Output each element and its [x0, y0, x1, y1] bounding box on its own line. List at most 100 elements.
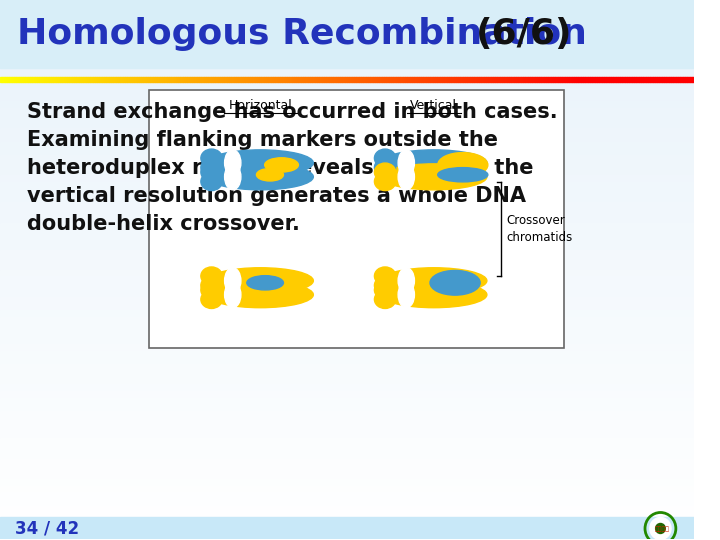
- Bar: [433, 77, 435, 82]
- Bar: [472, 77, 474, 82]
- Ellipse shape: [207, 164, 313, 190]
- Ellipse shape: [381, 150, 487, 176]
- Ellipse shape: [201, 281, 222, 299]
- Ellipse shape: [374, 149, 396, 167]
- Circle shape: [650, 517, 671, 539]
- Bar: [0, 303, 694, 310]
- Bar: [675, 77, 678, 82]
- Bar: [558, 77, 560, 82]
- Bar: [602, 77, 604, 82]
- Bar: [0, 202, 694, 209]
- Bar: [336, 77, 338, 82]
- Bar: [384, 77, 387, 82]
- Bar: [0, 148, 694, 155]
- Bar: [0, 479, 694, 485]
- Bar: [78, 77, 81, 82]
- Text: heteroduplex regions reveals that only the: heteroduplex regions reveals that only t…: [27, 158, 534, 178]
- Bar: [0, 108, 694, 114]
- Bar: [0, 128, 694, 135]
- Ellipse shape: [207, 282, 313, 308]
- Bar: [53, 77, 55, 82]
- Bar: [301, 77, 303, 82]
- Bar: [192, 77, 194, 82]
- Bar: [190, 77, 192, 82]
- Bar: [118, 77, 120, 82]
- Bar: [120, 77, 122, 82]
- Bar: [0, 425, 694, 431]
- Bar: [0, 68, 694, 74]
- Bar: [458, 77, 461, 82]
- Bar: [296, 77, 299, 82]
- Bar: [0, 411, 694, 418]
- Bar: [171, 77, 174, 82]
- Bar: [387, 77, 389, 82]
- Ellipse shape: [207, 150, 313, 176]
- Bar: [467, 77, 469, 82]
- Bar: [19, 77, 21, 82]
- Bar: [312, 77, 315, 82]
- Bar: [0, 452, 694, 458]
- Bar: [127, 77, 130, 82]
- Bar: [669, 77, 671, 82]
- Bar: [76, 77, 78, 82]
- Bar: [618, 77, 620, 82]
- Bar: [581, 77, 583, 82]
- Bar: [88, 77, 90, 82]
- Text: Examining flanking markers outside the: Examining flanking markers outside the: [27, 130, 498, 150]
- Bar: [236, 77, 238, 82]
- Bar: [204, 77, 206, 82]
- Ellipse shape: [398, 150, 415, 176]
- Bar: [299, 77, 301, 82]
- Ellipse shape: [398, 164, 415, 190]
- Bar: [361, 77, 364, 82]
- Bar: [398, 77, 400, 82]
- Bar: [284, 77, 287, 82]
- Bar: [264, 77, 266, 82]
- Bar: [595, 77, 597, 82]
- Bar: [0, 94, 694, 101]
- Bar: [662, 77, 664, 82]
- Bar: [393, 77, 396, 82]
- Bar: [63, 77, 65, 82]
- Bar: [90, 77, 93, 82]
- Bar: [222, 77, 225, 82]
- Bar: [107, 77, 109, 82]
- Bar: [0, 14, 694, 20]
- Ellipse shape: [381, 268, 487, 294]
- Bar: [523, 77, 526, 82]
- Ellipse shape: [374, 267, 396, 285]
- Bar: [454, 77, 456, 82]
- Bar: [122, 77, 125, 82]
- Bar: [539, 77, 541, 82]
- Bar: [463, 77, 465, 82]
- Bar: [0, 398, 694, 404]
- Bar: [322, 77, 324, 82]
- Bar: [255, 77, 257, 82]
- Bar: [461, 77, 463, 82]
- Bar: [590, 77, 593, 82]
- Bar: [74, 77, 76, 82]
- Bar: [509, 77, 511, 82]
- Bar: [347, 77, 349, 82]
- Bar: [215, 77, 217, 82]
- Bar: [250, 77, 252, 82]
- Bar: [55, 77, 58, 82]
- Bar: [408, 77, 410, 82]
- Bar: [150, 90, 564, 348]
- Bar: [0, 499, 694, 506]
- Ellipse shape: [201, 158, 222, 177]
- Bar: [690, 77, 692, 82]
- Bar: [0, 533, 694, 539]
- Bar: [307, 77, 310, 82]
- Bar: [0, 176, 694, 182]
- Bar: [275, 77, 278, 82]
- Bar: [134, 77, 137, 82]
- Bar: [421, 77, 423, 82]
- Bar: [0, 263, 694, 270]
- Bar: [597, 77, 599, 82]
- Bar: [67, 77, 69, 82]
- Bar: [46, 77, 48, 82]
- Bar: [534, 77, 537, 82]
- Bar: [176, 77, 178, 82]
- Bar: [0, 404, 694, 411]
